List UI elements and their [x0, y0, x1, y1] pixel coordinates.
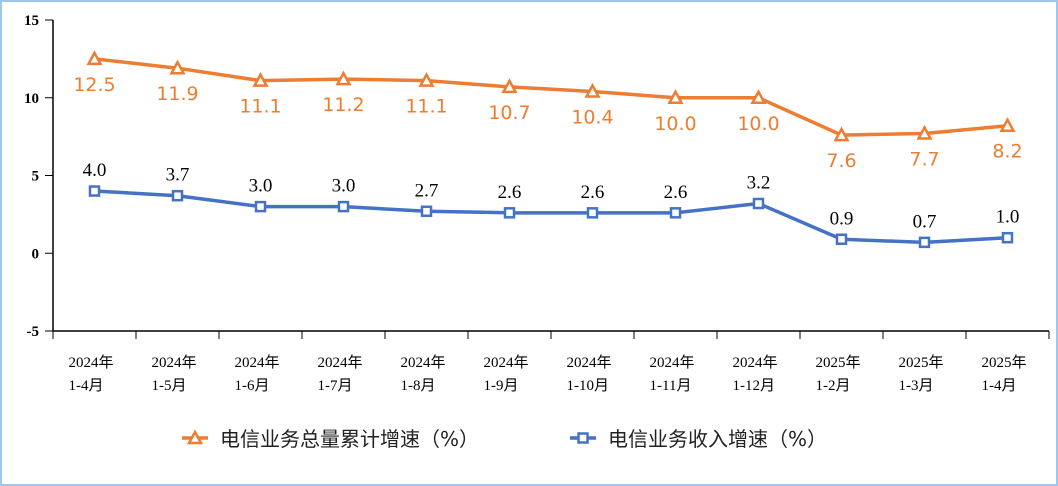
x-tick-label-year: 2024年	[733, 354, 778, 371]
square-marker	[503, 207, 516, 219]
x-tick-label-month: 1-12月	[733, 378, 776, 394]
data-label: 10.0	[654, 113, 696, 135]
x-tick-label-month: 1-6月	[235, 378, 270, 394]
x-tick-label-year: 2024年	[401, 354, 446, 371]
data-label: 1.0	[996, 207, 1020, 228]
y-tick-label: 15	[24, 13, 39, 29]
series-line-0	[94, 57, 1008, 137]
square-marker	[586, 207, 599, 219]
data-label: 11.1	[405, 96, 447, 118]
triangle-marker	[418, 72, 435, 87]
square-marker	[1001, 231, 1014, 244]
data-label: 11.2	[322, 94, 364, 116]
square-marker	[171, 189, 184, 202]
triangle-marker	[750, 89, 767, 104]
x-tick-label-year: 2024年	[318, 354, 363, 371]
x-tick-label-month: 1-11月	[650, 378, 692, 394]
triangle-marker	[501, 78, 518, 94]
x-tick-label-year: 2024年	[152, 354, 197, 371]
x-tick-label-month: 1-3月	[899, 378, 934, 394]
triangle-marker	[86, 50, 103, 66]
data-label: 0.9	[830, 208, 854, 229]
data-label: 2.6	[581, 182, 605, 203]
legend-label: 电信业务总量累计增速（%）	[220, 427, 479, 451]
x-tick-label-year: 2025年	[816, 354, 861, 371]
legend-label: 电信业务收入增速（%）	[608, 427, 827, 451]
square-marker	[669, 207, 682, 219]
x-tick-label-month: 1-4月	[982, 378, 1017, 394]
x-tick-label-month: 1-2月	[816, 378, 851, 394]
y-tick-label: -5	[27, 324, 40, 340]
data-label: 7.7	[909, 149, 939, 171]
data-label: 3.2	[747, 172, 771, 193]
square-marker	[918, 236, 931, 249]
x-tick-label-year: 2024年	[235, 354, 280, 371]
x-tick-label-year: 2025年	[982, 354, 1027, 371]
square-marker	[254, 200, 267, 213]
triangle-marker	[169, 59, 186, 75]
x-tick-label-year: 2024年	[69, 354, 114, 371]
data-label: 10.7	[488, 102, 530, 124]
data-label: 3.0	[249, 176, 273, 197]
triangle-marker	[999, 117, 1016, 132]
triangle-marker	[833, 126, 850, 142]
x-tick-label-year: 2025年	[899, 354, 944, 371]
series-line-1	[94, 189, 1008, 245]
y-tick-label: 5	[32, 169, 40, 185]
square-marker	[835, 233, 848, 246]
triangle-marker	[667, 89, 684, 104]
data-label: 8.2	[992, 141, 1022, 163]
triangle-marker	[335, 70, 352, 86]
data-label: 2.7	[415, 180, 439, 201]
legend-square-icon	[577, 432, 589, 444]
data-label: 2.6	[498, 182, 522, 203]
data-label: 3.7	[166, 165, 190, 186]
triangle-marker	[916, 124, 933, 140]
x-tick-label-month: 1-10月	[567, 378, 610, 394]
data-label: 4.0	[83, 160, 107, 181]
triangle-marker	[252, 72, 269, 87]
data-label: 3.0	[332, 176, 356, 197]
square-marker	[752, 197, 765, 210]
data-label: 10.0	[737, 113, 779, 135]
x-tick-label-year: 2024年	[650, 354, 695, 371]
x-tick-label-month: 1-7月	[318, 378, 353, 394]
data-label: 0.7	[913, 211, 937, 232]
y-tick-label: 10	[24, 91, 39, 107]
y-tick-label: 0	[32, 246, 40, 262]
data-label: 10.4	[571, 107, 613, 129]
x-tick-label-month: 1-8月	[401, 378, 436, 394]
x-tick-label-month: 1-9月	[484, 378, 519, 394]
x-tick-label-month: 1-4月	[69, 378, 104, 394]
data-label: 11.1	[239, 96, 281, 118]
square-marker	[337, 200, 350, 213]
x-tick-label-year: 2024年	[567, 354, 612, 371]
data-label: 12.5	[73, 74, 115, 96]
square-marker	[88, 185, 101, 197]
square-marker	[420, 205, 433, 218]
data-label: 11.9	[156, 83, 198, 105]
triangle-marker	[584, 82, 601, 98]
data-label: 7.6	[826, 150, 856, 172]
x-tick-label-month: 1-5月	[152, 378, 187, 394]
legend-triangle-icon	[186, 429, 204, 445]
x-tick-label-year: 2024年	[484, 354, 529, 371]
data-label: 2.6	[664, 182, 688, 203]
